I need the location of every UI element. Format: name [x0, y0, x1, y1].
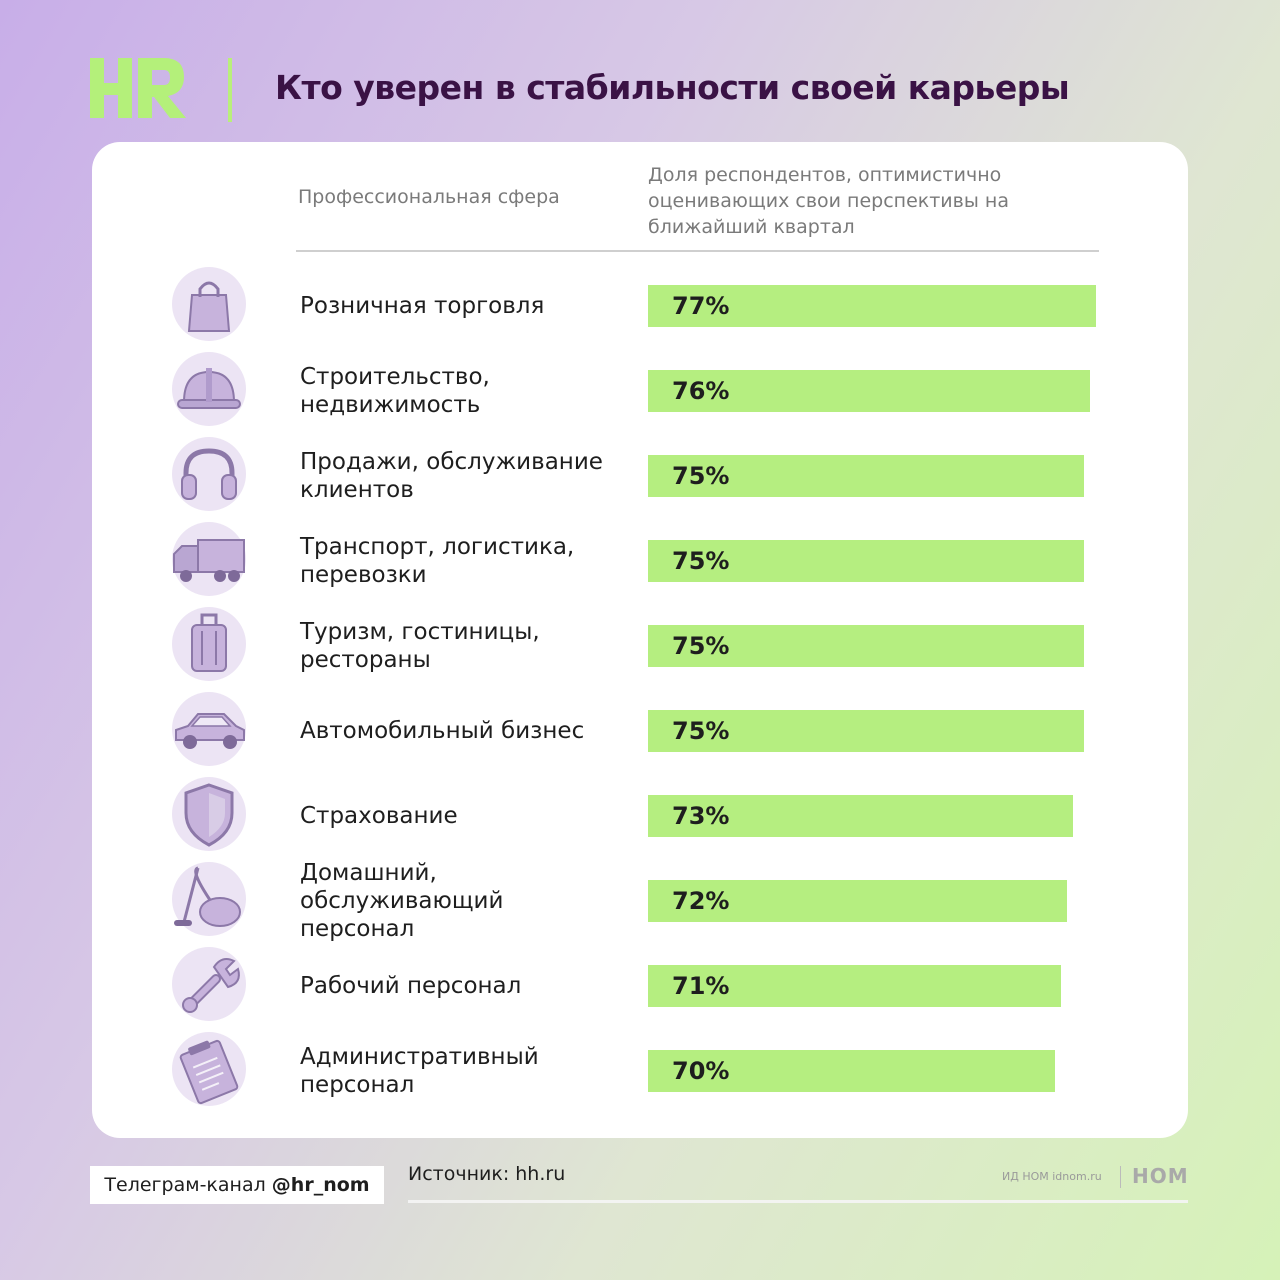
category-label: Розничная торговля: [300, 293, 545, 319]
category-label: Рабочий персонал: [300, 973, 522, 999]
value-bar: 76%: [648, 370, 1090, 412]
category-column-header: Профессиональная сфера: [298, 186, 560, 208]
value-bar: 70%: [648, 1050, 1055, 1092]
chart-row: Туризм, гостиницы, рестораны 75%: [92, 604, 1188, 688]
publisher-name: ИД НОМ idnom.ru: [1002, 1170, 1102, 1183]
value-bar: 71%: [648, 965, 1061, 1007]
chart-card: Профессиональная сфера Доля респондентов…: [92, 142, 1188, 1138]
category-label: Административный персонал: [300, 1044, 539, 1098]
chart-row: Рабочий персонал 71%: [92, 944, 1188, 1028]
headphones-icon: [170, 435, 248, 513]
value-bar: 75%: [648, 625, 1084, 667]
chart-row: Домашний, обслуживающий персонал 72%: [92, 859, 1188, 943]
chart-row: Страхование 73%: [92, 774, 1188, 858]
category-label: Туризм, гостиницы, рестораны: [300, 619, 540, 673]
header-rule: [296, 250, 1099, 252]
channel-handle: @hr_nom: [271, 1174, 370, 1196]
car-icon: [170, 690, 248, 768]
suitcase-icon: [170, 605, 248, 683]
footer-rule: [408, 1200, 1188, 1203]
vacuum-cleaner-icon: [170, 860, 248, 938]
telegram-channel-badge[interactable]: Телеграм-канал @hr_nom: [90, 1166, 384, 1204]
value-bar: 73%: [648, 795, 1073, 837]
bar-value-label: 71%: [672, 972, 730, 1000]
category-label: Страхование: [300, 803, 458, 829]
bar-value-label: 76%: [672, 377, 730, 405]
wrench-icon: [170, 945, 248, 1023]
chart-row: Административный персонал 70%: [92, 1029, 1188, 1113]
value-bar: 75%: [648, 710, 1084, 752]
page-title: Кто уверен в стабильности своей карьеры: [275, 68, 1070, 107]
category-label: Транспорт, логистика, перевозки: [300, 534, 575, 588]
header-divider: [228, 58, 232, 122]
clipboard-icon: [170, 1030, 248, 1108]
bar-value-label: 75%: [672, 462, 730, 490]
channel-prefix: Телеграм-канал: [104, 1174, 272, 1196]
source-note: Источник: hh.ru: [408, 1163, 566, 1185]
category-label: Продажи, обслуживание клиентов: [300, 449, 603, 503]
publisher-separator: [1120, 1166, 1121, 1188]
bar-value-label: 75%: [672, 547, 730, 575]
bar-value-label: 75%: [672, 632, 730, 660]
bar-value-label: 75%: [672, 717, 730, 745]
category-label: Строительство, недвижимость: [300, 364, 490, 418]
category-label: Автомобильный бизнес: [300, 718, 585, 744]
chart-row: Транспорт, логистика, перевозки 75%: [92, 519, 1188, 603]
chart-row: Автомобильный бизнес 75%: [92, 689, 1188, 773]
chart-row: Продажи, обслуживание клиентов 75%: [92, 434, 1188, 518]
category-label: Домашний, обслуживающий персонал: [300, 860, 504, 942]
bar-value-label: 77%: [672, 292, 730, 320]
shopping-bag-icon: [170, 265, 248, 343]
hr-logo: [88, 52, 188, 124]
chart-row: Розничная торговля 77%: [92, 264, 1188, 348]
bar-value-label: 72%: [672, 887, 730, 915]
nom-logo: НОМ: [1132, 1164, 1189, 1188]
shield-icon: [170, 775, 248, 853]
value-bar: 72%: [648, 880, 1067, 922]
truck-icon: [170, 520, 248, 598]
value-column-header: Доля респондентов, оптимистично оцениваю…: [648, 164, 1009, 238]
hr-logo-mark: [90, 58, 186, 118]
value-bar: 75%: [648, 540, 1084, 582]
bar-value-label: 70%: [672, 1057, 730, 1085]
hard-hat-icon: [170, 350, 248, 428]
value-bar: 77%: [648, 285, 1096, 327]
value-bar: 75%: [648, 455, 1084, 497]
chart-row: Строительство, недвижимость 76%: [92, 349, 1188, 433]
bar-value-label: 73%: [672, 802, 730, 830]
